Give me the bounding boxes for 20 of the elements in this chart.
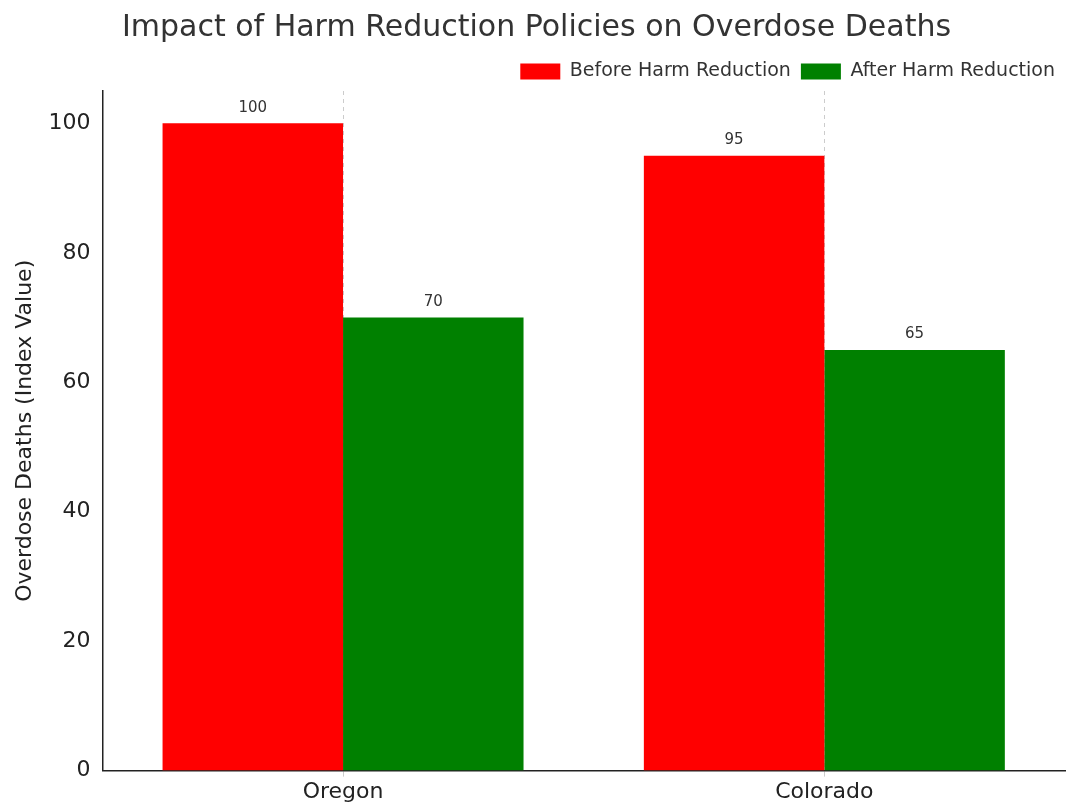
data-label: 100 [238,97,268,116]
chart-title: Impact of Harm Reduction Policies on Overdose Deaths [121,7,952,43]
x-tick-label: Oregon [302,777,384,803]
bar [643,155,825,771]
y-tick-label: 0 [76,756,91,782]
bar [824,349,1005,771]
legend-label: Before Harm Reduction [569,58,791,81]
y-tick-label: 20 [62,626,91,652]
y-tick-label: 60 [62,367,91,393]
y-tick-label: 80 [62,238,91,264]
data-label: 70 [423,291,443,310]
legend-label: After Harm Reduction [850,58,1056,81]
x-tick-label: Colorado [775,777,874,803]
y-axis-title: Overdose Deaths (Index Value) [10,259,36,602]
bar [162,123,344,771]
data-label: 95 [724,130,744,149]
bar [343,317,524,771]
y-tick-label: 40 [62,497,91,523]
y-tick-label: 100 [48,109,91,135]
data-label: 65 [905,324,925,343]
